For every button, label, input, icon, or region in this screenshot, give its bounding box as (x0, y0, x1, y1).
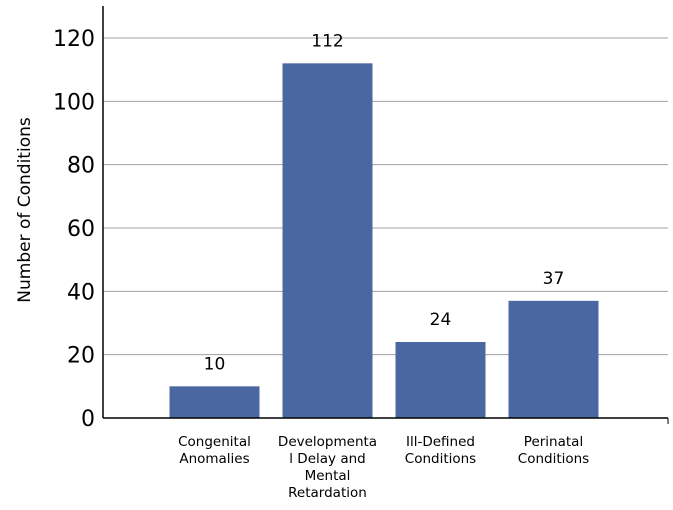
bar (508, 300, 599, 418)
labels: 0 20 40 60 80 100 120 10 Congenital Anomalies 112 D… (53, 27, 589, 501)
x-tick-label: Congenital Anomalies (178, 434, 251, 467)
y-tick-label: 120 (53, 27, 95, 52)
data-label: 24 (430, 310, 452, 330)
y-tick-label: 100 (53, 90, 95, 115)
bar (169, 386, 260, 418)
bar (282, 63, 373, 418)
y-axis-title: Number of Conditions (15, 117, 35, 303)
y-tick-label: 0 (81, 407, 95, 432)
data-label: 37 (543, 269, 565, 289)
y-tick-label: 40 (67, 280, 95, 305)
axes (102, 6, 669, 424)
y-tick-label: 80 (67, 154, 95, 179)
data-label: 112 (311, 31, 343, 51)
x-tick-label: Perinatal Conditions (518, 434, 589, 467)
data-label: 10 (204, 354, 226, 374)
bars (169, 63, 599, 418)
bar (395, 342, 486, 418)
y-tick-label: 20 (67, 344, 95, 369)
y-tick-label: 60 (67, 217, 95, 242)
x-tick-label: Developmenta l Delay and Mental Retardation (278, 434, 377, 501)
x-tick-label: Ill-Defined Conditions (405, 434, 476, 467)
